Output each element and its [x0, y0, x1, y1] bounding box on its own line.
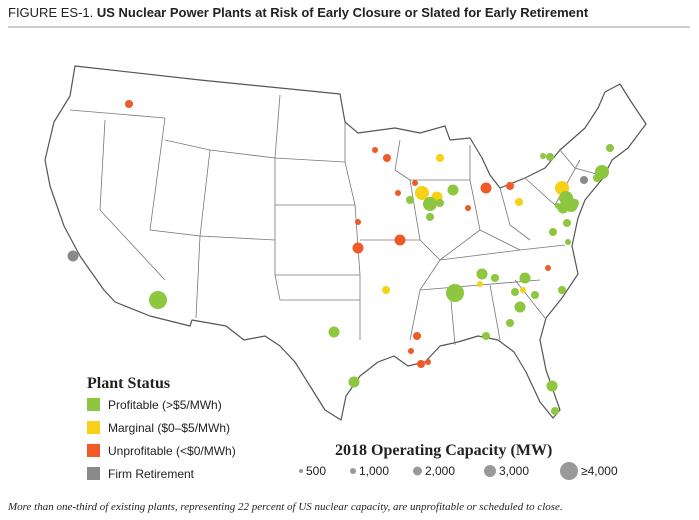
plant-marker: [546, 153, 554, 161]
size-label: 2,000: [425, 464, 455, 478]
plant-marker: [394, 234, 406, 246]
plant-marker: [555, 203, 561, 209]
plant-marker: [551, 407, 559, 415]
legend-label: Firm Retirement: [108, 467, 195, 481]
size-swatch: [560, 462, 578, 480]
plant-marker: [383, 154, 391, 162]
plant-marker: [519, 272, 531, 284]
plant-marker: [506, 182, 514, 190]
figure-label: FIGURE ES-1.: [8, 5, 93, 20]
plant-marker: [67, 250, 79, 262]
plant-marker: [506, 319, 514, 327]
plant-marker: [476, 268, 488, 280]
state-lines: [69, 94, 601, 346]
plant-marker: [426, 213, 434, 221]
legend-swatch: [87, 398, 100, 411]
legend-label: Marginal ($0–$5/MWh): [108, 421, 230, 435]
plant-marker: [549, 228, 557, 236]
figure-title: US Nuclear Power Plants at Risk of Early…: [97, 5, 589, 20]
plant-marker: [436, 154, 444, 162]
plant-marker: [423, 197, 437, 211]
plant-marker: [372, 147, 378, 153]
plant-marker: [412, 180, 418, 186]
plant-marker: [465, 205, 471, 211]
plant-marker: [580, 176, 588, 184]
plant-marker: [565, 239, 571, 245]
size-swatch: [299, 469, 303, 473]
plant-marker: [417, 360, 425, 368]
legend-swatch: [87, 467, 100, 480]
plant-marker: [540, 153, 546, 159]
legend-label: Profitable (>$5/MWh): [108, 398, 222, 412]
plant-marker: [482, 332, 490, 340]
plant-marker: [382, 286, 390, 294]
us-outline: [44, 65, 647, 421]
plant-marker: [558, 286, 566, 294]
plant-marker: [520, 287, 526, 293]
plant-marker: [125, 100, 133, 108]
size-legend: 500 1,000 2,000 3,000 ≥4,000: [299, 462, 618, 480]
plant-marker: [514, 301, 526, 313]
caption: More than one-third of existing plants, …: [7, 501, 563, 513]
legend-swatch: [87, 421, 100, 434]
plant-marker: [395, 190, 401, 196]
size-label: 3,000: [499, 464, 529, 478]
plant-marker: [593, 174, 601, 182]
plant-markers: [67, 100, 614, 415]
size-label: 1,000: [359, 464, 389, 478]
plant-marker: [328, 326, 340, 338]
plant-marker: [511, 288, 519, 296]
plant-marker: [415, 186, 429, 200]
plant-marker: [515, 198, 523, 206]
plant-marker: [545, 265, 551, 271]
plant-marker: [571, 199, 579, 207]
figure-header: FIGURE ES-1. US Nuclear Power Plants at …: [8, 5, 589, 20]
plant-marker: [413, 332, 421, 340]
plant-marker: [447, 184, 459, 196]
plant-marker: [149, 291, 167, 309]
plant-marker: [446, 284, 464, 302]
plant-marker: [408, 348, 414, 354]
plant-marker: [355, 219, 361, 225]
size-label: 500: [306, 464, 326, 478]
legend: Profitable (>$5/MWh) Marginal ($0–$5/MWh)…: [87, 398, 236, 481]
plant-marker: [436, 199, 444, 207]
plant-marker: [546, 380, 558, 392]
size-swatch: [413, 466, 422, 476]
size-swatch: [484, 465, 496, 477]
plant-marker: [491, 274, 499, 282]
plant-marker: [425, 359, 431, 365]
plant-marker: [352, 242, 364, 254]
us-map: [44, 65, 647, 421]
legend-title: Plant Status: [87, 375, 170, 392]
plant-marker: [480, 182, 492, 194]
size-label: ≥4,000: [581, 464, 618, 478]
legend-label: Unprofitable (<$0/MWh): [108, 444, 236, 458]
plant-marker: [563, 219, 571, 227]
plant-marker: [477, 281, 483, 287]
legend-swatch: [87, 444, 100, 457]
size-swatch: [350, 468, 356, 474]
size-legend-title: 2018 Operating Capacity (MW): [335, 442, 552, 459]
plant-marker: [531, 291, 539, 299]
plant-marker: [406, 196, 414, 204]
plant-marker: [606, 144, 614, 152]
plant-marker: [348, 376, 360, 388]
